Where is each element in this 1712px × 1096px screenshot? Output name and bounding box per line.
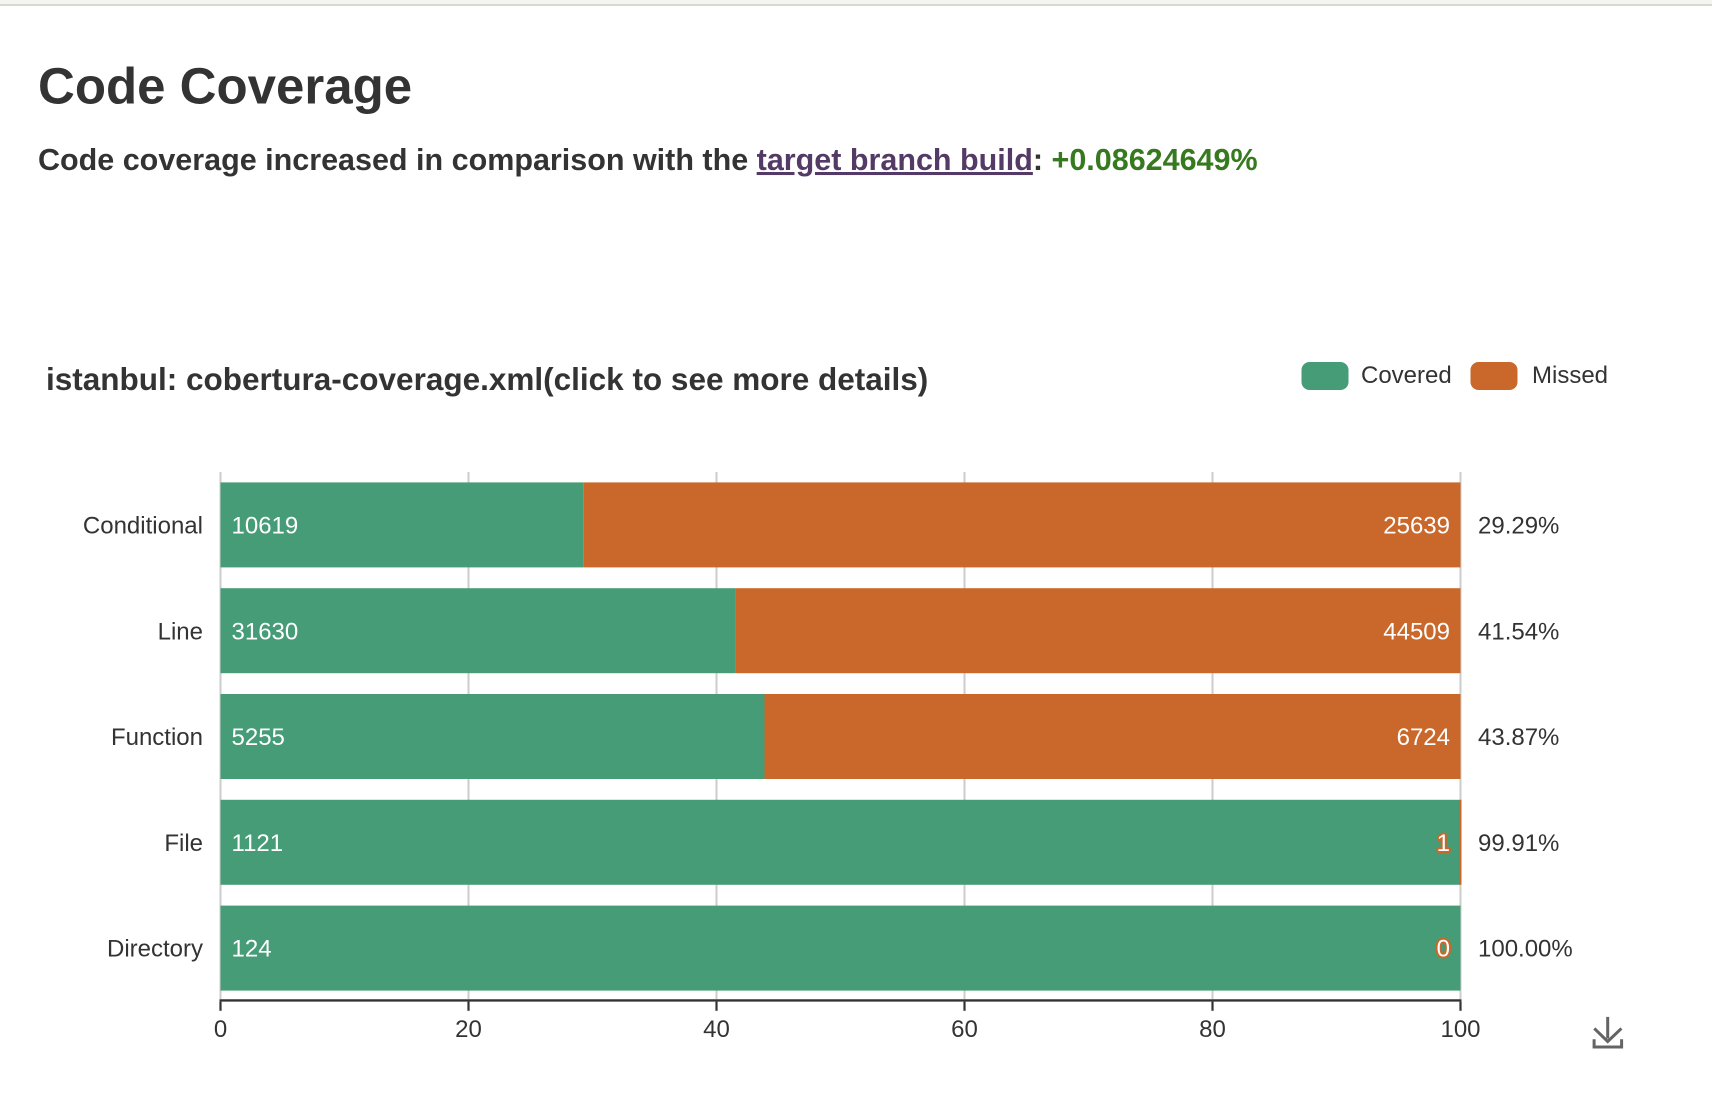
svg-text:Covered: Covered: [1361, 362, 1452, 389]
svg-text:99.91%: 99.91%: [1478, 830, 1559, 857]
svg-text:Line: Line: [158, 618, 203, 645]
svg-text:File: File: [164, 830, 203, 857]
svg-text:60: 60: [951, 1016, 978, 1043]
svg-text:1: 1: [1437, 830, 1450, 857]
svg-text:124: 124: [232, 936, 272, 963]
svg-text:Function: Function: [111, 724, 203, 751]
svg-text:istanbul: cobertura-coverage.x: istanbul: cobertura-coverage.xml(click t…: [46, 361, 928, 397]
svg-text:Code coverage increased in com: Code coverage increased in comparison wi…: [38, 143, 1258, 177]
svg-text:43.87%: 43.87%: [1478, 724, 1559, 751]
svg-text:41.54%: 41.54%: [1478, 618, 1559, 645]
svg-text:0: 0: [1437, 936, 1450, 963]
svg-text:Code Coverage: Code Coverage: [38, 58, 412, 115]
svg-text:20: 20: [455, 1016, 482, 1043]
svg-text:Conditional: Conditional: [83, 513, 203, 540]
svg-text:44509: 44509: [1383, 618, 1450, 645]
svg-text:80: 80: [1199, 1016, 1226, 1043]
svg-text:100: 100: [1440, 1016, 1480, 1043]
svg-text:31630: 31630: [232, 618, 299, 645]
svg-text:29.29%: 29.29%: [1478, 513, 1559, 540]
svg-text:6724: 6724: [1397, 724, 1450, 751]
svg-text:1121: 1121: [232, 830, 284, 857]
svg-text:25639: 25639: [1383, 513, 1450, 540]
svg-text:10619: 10619: [232, 513, 299, 540]
svg-text:100.00%: 100.00%: [1478, 936, 1573, 963]
svg-text:Missed: Missed: [1532, 362, 1608, 389]
svg-text:40: 40: [703, 1016, 730, 1043]
svg-text:0: 0: [214, 1016, 227, 1043]
svg-text:Directory: Directory: [107, 936, 203, 963]
svg-text:5255: 5255: [232, 724, 285, 751]
